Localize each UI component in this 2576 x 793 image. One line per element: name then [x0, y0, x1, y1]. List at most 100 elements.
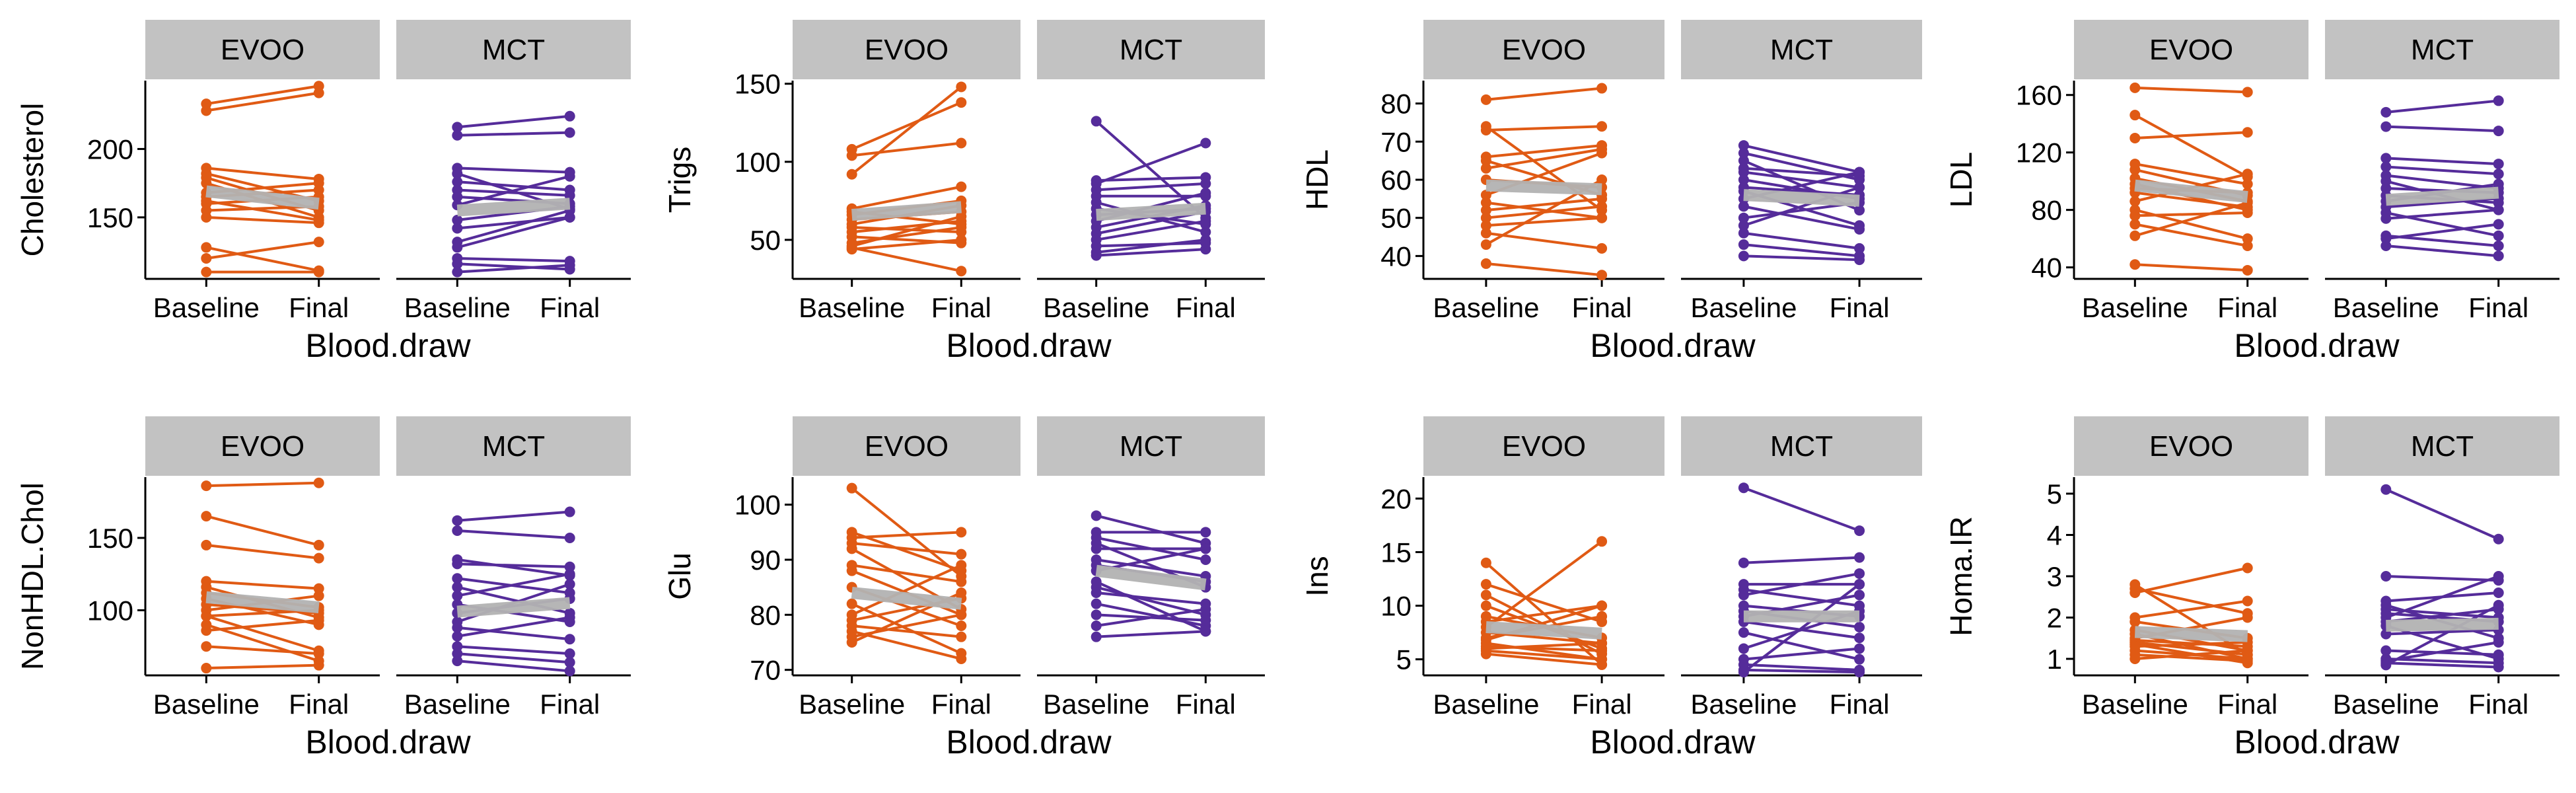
- subject-trajectory: [452, 622, 575, 645]
- mean-line: [1095, 564, 1207, 591]
- x-tick-label: Final: [931, 292, 991, 323]
- subject-line: [206, 167, 319, 180]
- subject-line: [457, 645, 570, 656]
- subject-trajectory: [2380, 484, 2504, 545]
- facet-strip: [396, 20, 631, 79]
- baseline-point: [1480, 220, 1491, 231]
- facet-strip: [145, 20, 380, 79]
- final-point: [1596, 536, 1608, 547]
- subject-trajectory: [201, 237, 324, 264]
- subject-line: [1096, 141, 1206, 185]
- y-tick-label: 40: [2031, 252, 2062, 283]
- subject-line: [1096, 602, 1206, 627]
- subject-line: [851, 487, 962, 578]
- subject-line: [1743, 631, 1860, 661]
- baseline-point: [2380, 161, 2392, 172]
- subject-line: [2386, 575, 2499, 582]
- subject-trajectory: [2380, 599, 2504, 671]
- subject-trajectory: [1480, 212, 1608, 231]
- subject-line: [1743, 144, 1860, 174]
- y-tick-label: 3: [2047, 561, 2062, 592]
- final-point: [956, 621, 967, 631]
- final-point: [1854, 622, 1865, 633]
- subject-trajectory: [1738, 579, 1865, 678]
- subject-line: [2135, 641, 2248, 648]
- baseline-point: [452, 630, 463, 642]
- x-tick-label: Final: [2217, 689, 2277, 720]
- final-point: [956, 548, 967, 560]
- final-point: [1596, 611, 1608, 622]
- baseline-point: [201, 611, 212, 622]
- baseline-point: [452, 648, 463, 660]
- x-tick-label: Baseline: [404, 689, 511, 720]
- subject-line: [851, 564, 962, 617]
- facet-label: EVOO: [1502, 34, 1586, 66]
- subject-line: [1743, 254, 1860, 262]
- y-axis-title: NonHDL.Chol: [15, 482, 50, 670]
- baseline-point: [1480, 212, 1491, 223]
- final-point: [1596, 174, 1608, 185]
- subject-line: [1743, 556, 1860, 564]
- subject-trajectory: [201, 660, 324, 674]
- subject-trajectory: [2380, 219, 2504, 245]
- subject-line: [2135, 653, 2248, 663]
- subject-trajectory: [2129, 204, 2253, 245]
- subject-line: [1485, 201, 1602, 219]
- mean-line: [205, 591, 320, 614]
- final-point: [1854, 182, 1865, 193]
- panel-mct: MCT Baseline Final: [1037, 20, 1265, 323]
- subject-trajectory: [2129, 219, 2253, 251]
- final-point: [956, 587, 967, 598]
- y-tick-label: 70: [750, 655, 781, 686]
- final-point: [1854, 205, 1865, 216]
- baseline-point: [452, 590, 463, 601]
- baseline-point: [452, 258, 463, 270]
- subject-line: [206, 543, 319, 560]
- subject-line: [206, 241, 319, 260]
- subject-trajectory: [452, 568, 575, 601]
- y-tick-label: 5: [2047, 478, 2062, 510]
- final-point: [2242, 178, 2253, 190]
- baseline-point: [452, 515, 463, 526]
- baseline-point: [201, 211, 212, 223]
- subject-line: [851, 531, 962, 572]
- final-point: [564, 634, 575, 645]
- subject-line: [851, 85, 962, 176]
- subject-trajectory: [1091, 510, 1211, 548]
- final-point: [1200, 137, 1211, 149]
- subject-line: [1743, 205, 1860, 231]
- x-axis-title: Blood.draw: [305, 327, 471, 364]
- subject-trajectory: [201, 641, 324, 660]
- facet-strip: [2074, 20, 2308, 79]
- final-point: [2242, 612, 2253, 623]
- mean-line: [205, 185, 320, 210]
- final-point: [1596, 212, 1608, 223]
- baseline-point: [1480, 557, 1491, 568]
- facet-label: MCT: [482, 34, 545, 66]
- final-point: [1596, 193, 1608, 204]
- x-axis-title: Blood.draw: [305, 724, 471, 761]
- subject-line: [1485, 231, 1602, 250]
- panel-mct: MCT Baseline Final: [1681, 20, 1922, 323]
- subject-trajectory: [846, 97, 967, 155]
- baseline-point: [2129, 196, 2141, 207]
- panel-evoo: EVOO Baseline Final: [2074, 416, 2308, 720]
- y-tick-label: 5: [1396, 644, 1412, 675]
- baseline-point: [1091, 621, 1102, 631]
- baseline-point: [1738, 627, 1749, 638]
- subject-line: [2386, 125, 2499, 133]
- final-point: [1200, 215, 1211, 227]
- subject-trajectory: [1738, 201, 1865, 235]
- baseline-point: [452, 641, 463, 652]
- subject-line: [205, 200, 320, 222]
- baseline-point: [201, 105, 212, 116]
- subject-line: [1485, 87, 1602, 101]
- x-tick-label: Baseline: [1043, 689, 1149, 720]
- subject-line: [2386, 165, 2499, 176]
- final-point: [1854, 243, 1865, 254]
- x-tick-label: Final: [1176, 689, 1236, 720]
- baseline-point: [1480, 600, 1491, 611]
- final-point: [1854, 643, 1865, 654]
- final-point: [956, 527, 967, 538]
- subject-line: [1096, 241, 1206, 248]
